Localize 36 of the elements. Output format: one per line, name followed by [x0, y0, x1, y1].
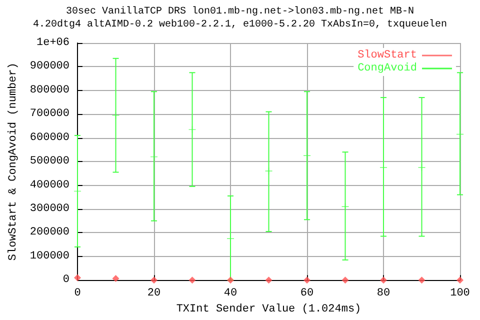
x-tick-label: 40 — [224, 288, 238, 300]
y-tick-label: 300000 — [30, 202, 70, 215]
y-tick-label: 0 — [62, 274, 70, 286]
x-tick-label: 0 — [74, 288, 81, 300]
chart-title: 30sec VanillaTCP DRS lon01.mb-ng.net->lon03.mb-ng.net MB-N — [66, 6, 414, 18]
legend-label: CongAvoid — [358, 62, 417, 74]
point — [265, 276, 272, 284]
point — [418, 276, 426, 284]
y-tick-label: 200000 — [30, 226, 70, 239]
point — [74, 274, 82, 282]
point — [188, 276, 196, 284]
point — [380, 276, 387, 284]
y-tick-label: 1e+06 — [36, 37, 70, 49]
point — [265, 168, 272, 175]
y-tick-label: 800000 — [30, 84, 70, 96]
y-tick-label: 400000 — [30, 179, 70, 192]
x-tick-label: 100 — [450, 288, 470, 300]
x-axis-title: TXInt Sender Value (1.024ms) — [176, 304, 362, 316]
x-tick-label: 60 — [300, 288, 314, 300]
point — [188, 126, 196, 134]
legend-label: SlowStart — [358, 50, 417, 62]
point — [304, 276, 311, 284]
point — [342, 276, 349, 284]
y-axis-title: SlowStart & CongAvoid (number) — [8, 62, 20, 261]
x-tick-label: 80 — [376, 288, 390, 300]
chart-subtitle: 4.20dtg4 altAIMD-0.2 web100-2.2.1, e1000-5.2.20 TxAbsIn=0, txqueuelen — [32, 18, 448, 30]
point — [342, 203, 349, 210]
y-tick-label: 600000 — [30, 132, 70, 144]
point — [418, 164, 426, 171]
y-tick-label: 700000 — [30, 108, 70, 120]
y-tick-label: 100000 — [30, 250, 70, 262]
point — [112, 274, 120, 282]
y-tick-label: 900000 — [30, 60, 70, 73]
point — [150, 276, 158, 284]
y-tick-label: 500000 — [30, 156, 70, 168]
x-tick-label: 20 — [147, 288, 161, 300]
